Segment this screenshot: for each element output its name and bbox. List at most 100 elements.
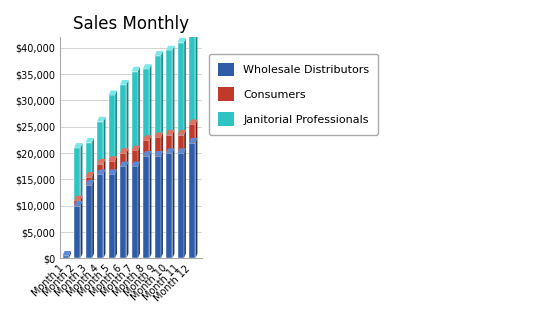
Bar bbox=[74, 148, 80, 200]
Polygon shape bbox=[172, 149, 174, 258]
Bar bbox=[120, 153, 127, 166]
Polygon shape bbox=[103, 159, 106, 174]
Bar bbox=[143, 156, 150, 258]
Polygon shape bbox=[143, 151, 151, 156]
Polygon shape bbox=[155, 133, 163, 137]
Polygon shape bbox=[161, 51, 163, 137]
Polygon shape bbox=[143, 135, 151, 140]
Polygon shape bbox=[120, 162, 129, 166]
Polygon shape bbox=[189, 138, 197, 142]
Bar bbox=[86, 142, 92, 177]
Bar bbox=[131, 150, 138, 166]
Polygon shape bbox=[178, 38, 186, 43]
Polygon shape bbox=[80, 196, 82, 206]
Polygon shape bbox=[184, 130, 186, 153]
Polygon shape bbox=[195, 138, 197, 258]
Bar bbox=[155, 56, 161, 137]
Polygon shape bbox=[172, 46, 174, 135]
Polygon shape bbox=[155, 51, 163, 56]
Bar bbox=[155, 156, 161, 258]
Polygon shape bbox=[86, 180, 94, 185]
Polygon shape bbox=[150, 64, 151, 140]
Polygon shape bbox=[115, 169, 117, 258]
Polygon shape bbox=[189, 30, 197, 35]
Polygon shape bbox=[92, 172, 94, 185]
Polygon shape bbox=[74, 143, 82, 148]
Bar bbox=[97, 164, 103, 174]
Polygon shape bbox=[92, 180, 94, 258]
Bar bbox=[97, 174, 103, 258]
Polygon shape bbox=[143, 64, 151, 69]
Bar bbox=[97, 121, 103, 164]
Polygon shape bbox=[172, 130, 174, 153]
Polygon shape bbox=[178, 130, 186, 135]
Polygon shape bbox=[178, 149, 186, 153]
Bar bbox=[108, 95, 115, 161]
Polygon shape bbox=[126, 80, 129, 153]
Polygon shape bbox=[195, 30, 197, 124]
Polygon shape bbox=[150, 135, 151, 156]
Title: Sales Monthly: Sales Monthly bbox=[73, 15, 189, 33]
Polygon shape bbox=[108, 156, 117, 161]
Bar bbox=[74, 206, 80, 258]
Polygon shape bbox=[63, 251, 71, 256]
Legend: Wholesale Distributors, Consumers, Janitorial Professionals: Wholesale Distributors, Consumers, Janit… bbox=[208, 54, 378, 135]
Polygon shape bbox=[80, 201, 82, 258]
Bar bbox=[178, 153, 184, 258]
Polygon shape bbox=[108, 91, 117, 95]
Bar bbox=[74, 200, 80, 206]
Bar bbox=[166, 135, 172, 153]
Bar bbox=[155, 137, 161, 156]
Polygon shape bbox=[108, 169, 117, 174]
Polygon shape bbox=[150, 151, 151, 258]
Bar bbox=[189, 124, 195, 142]
Polygon shape bbox=[155, 151, 163, 156]
Polygon shape bbox=[131, 146, 140, 150]
Polygon shape bbox=[97, 159, 106, 164]
Polygon shape bbox=[138, 146, 140, 166]
Polygon shape bbox=[131, 162, 140, 166]
Polygon shape bbox=[184, 38, 186, 135]
Polygon shape bbox=[166, 149, 174, 153]
Bar bbox=[131, 166, 138, 258]
Bar bbox=[120, 166, 127, 258]
Polygon shape bbox=[103, 169, 106, 258]
Polygon shape bbox=[120, 149, 129, 153]
Polygon shape bbox=[131, 67, 140, 72]
Polygon shape bbox=[126, 149, 129, 166]
Bar bbox=[86, 177, 92, 185]
Bar bbox=[131, 72, 138, 150]
Bar bbox=[178, 135, 184, 153]
Bar bbox=[143, 69, 150, 140]
Polygon shape bbox=[86, 172, 94, 177]
Polygon shape bbox=[74, 201, 82, 206]
Bar bbox=[178, 43, 184, 135]
Bar bbox=[189, 142, 195, 258]
Bar bbox=[120, 85, 127, 153]
Polygon shape bbox=[103, 117, 106, 164]
Polygon shape bbox=[97, 169, 106, 174]
Polygon shape bbox=[69, 251, 71, 258]
Polygon shape bbox=[138, 67, 140, 150]
Polygon shape bbox=[138, 162, 140, 258]
Polygon shape bbox=[195, 120, 197, 142]
Polygon shape bbox=[115, 91, 117, 161]
Bar bbox=[108, 174, 115, 258]
Bar bbox=[63, 256, 69, 258]
Polygon shape bbox=[166, 46, 174, 51]
Polygon shape bbox=[92, 138, 94, 177]
Polygon shape bbox=[120, 80, 129, 85]
Polygon shape bbox=[161, 133, 163, 156]
Polygon shape bbox=[80, 143, 82, 200]
Bar bbox=[86, 185, 92, 258]
Polygon shape bbox=[166, 130, 174, 135]
Polygon shape bbox=[74, 196, 82, 200]
Bar bbox=[189, 35, 195, 124]
Bar bbox=[108, 161, 115, 174]
Polygon shape bbox=[115, 156, 117, 174]
Polygon shape bbox=[97, 117, 106, 121]
Polygon shape bbox=[86, 138, 94, 142]
Bar bbox=[166, 51, 172, 135]
Polygon shape bbox=[126, 162, 129, 258]
Polygon shape bbox=[161, 151, 163, 258]
